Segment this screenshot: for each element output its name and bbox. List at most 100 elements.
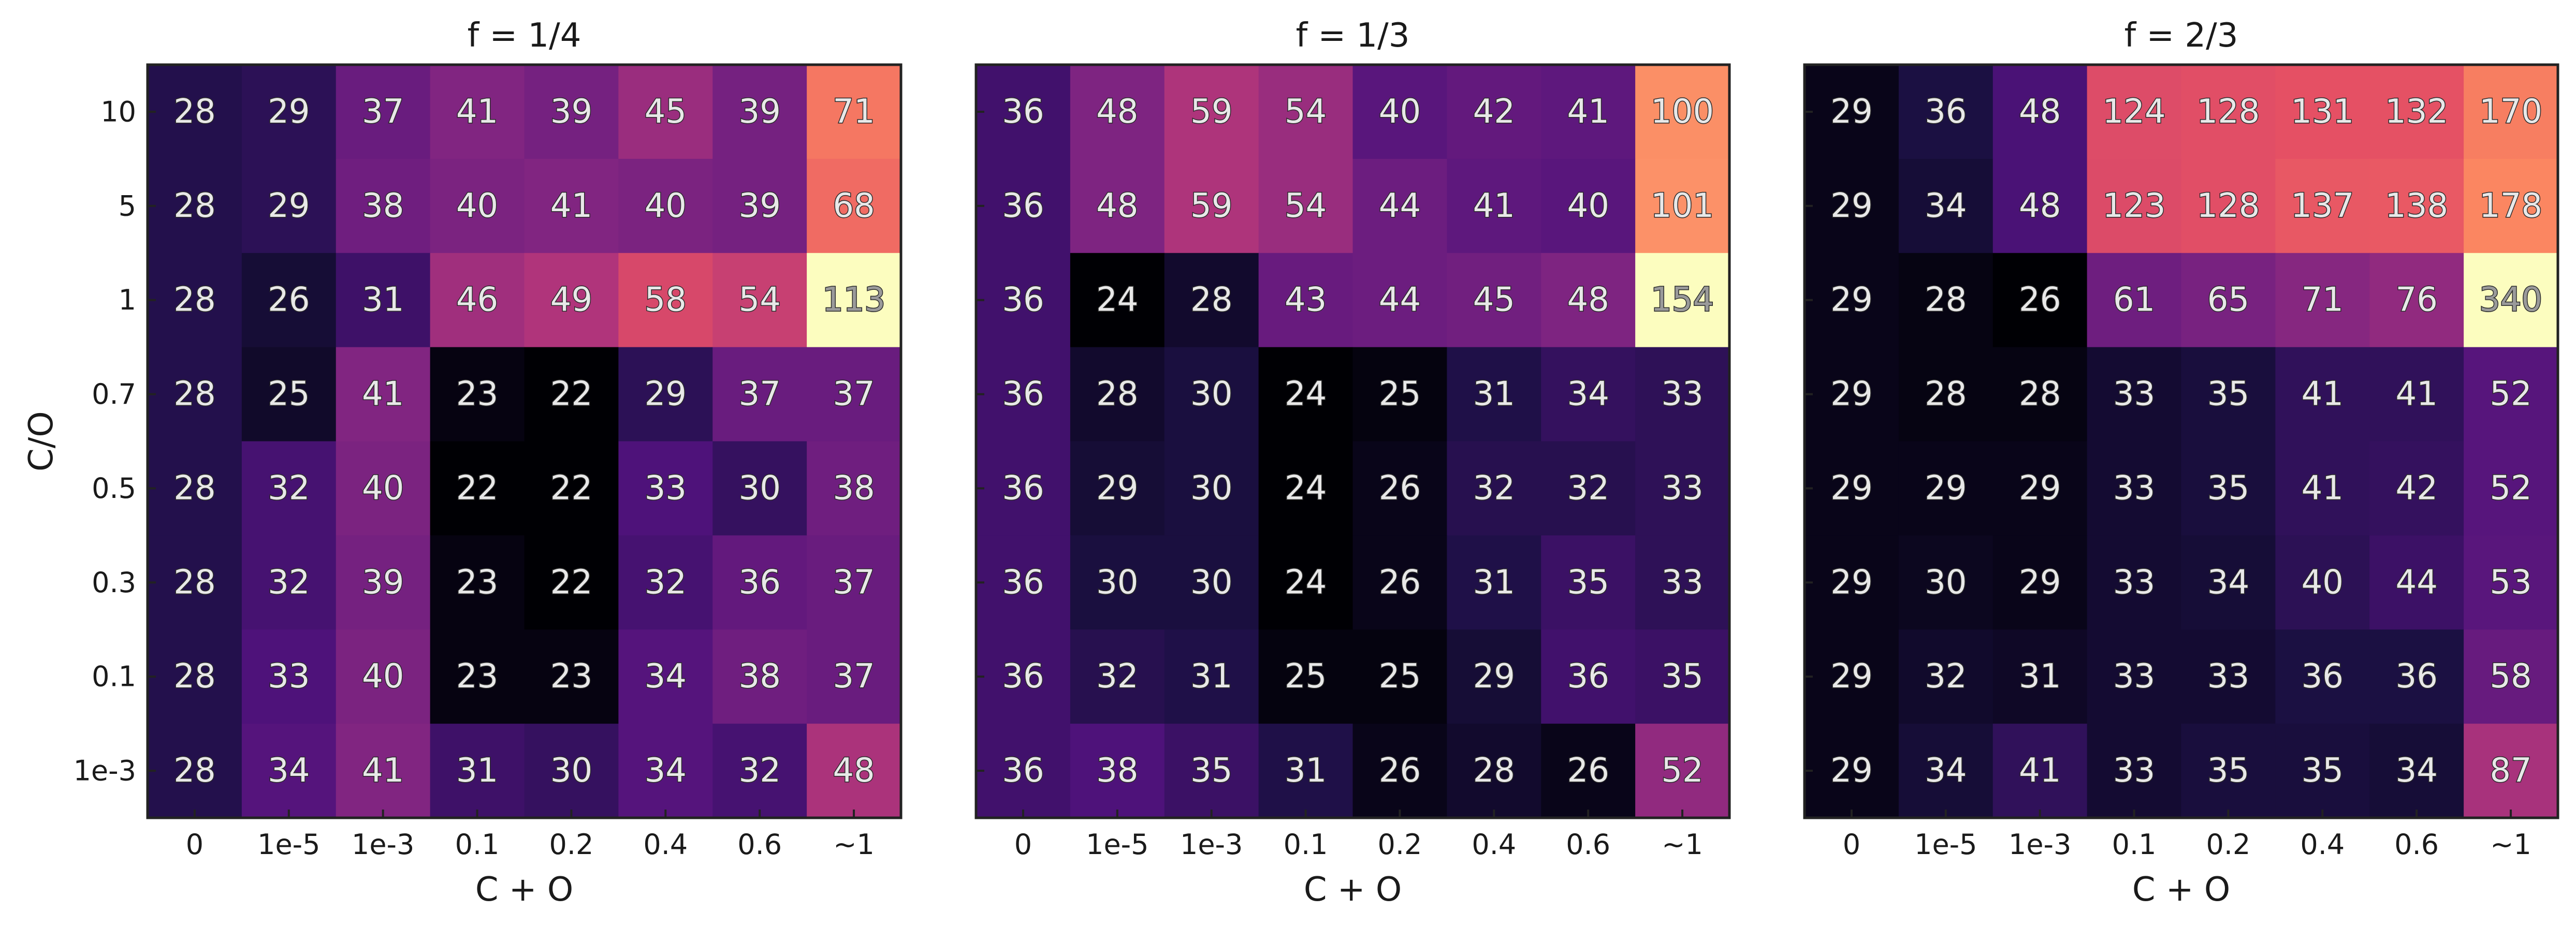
heatmap-cell xyxy=(1258,158,1354,254)
x-tick-label: ~1 xyxy=(2490,828,2531,861)
panel-frame xyxy=(1803,63,2559,819)
heatmap-cell xyxy=(618,158,713,254)
heatmap-cell xyxy=(976,441,1071,536)
heatmap-cell xyxy=(1541,535,1636,630)
cell-value-label: 29 xyxy=(1925,469,1967,507)
heatmap-cell xyxy=(241,441,337,536)
cell-value-label: 28 xyxy=(173,469,215,507)
cell-value-label: 34 xyxy=(2395,752,2437,790)
y-tick-label: 0.3 xyxy=(92,566,136,599)
cell-value-label: 26 xyxy=(1379,752,1421,790)
cell-value-label: 31 xyxy=(1473,375,1515,414)
heatmap-cell xyxy=(1164,347,1259,442)
cell-value-label: 71 xyxy=(2302,281,2344,319)
heatmap-cell xyxy=(1804,65,1899,159)
cell-value-label: 71 xyxy=(833,93,875,131)
heatmap-cell xyxy=(1898,158,1993,254)
y-tick-label: 0.7 xyxy=(92,378,136,410)
x-tick-label: 0.1 xyxy=(2112,828,2157,861)
heatmap-cell xyxy=(2275,441,2370,536)
heatmap-cell xyxy=(1898,629,1993,724)
cell-value-label: 29 xyxy=(2019,563,2061,601)
heatmap-cell xyxy=(712,629,807,724)
cell-value-label: 35 xyxy=(1567,563,1609,601)
y-axis-title: C/O xyxy=(22,411,61,472)
cell-value-label: 33 xyxy=(2113,375,2155,414)
cell-value-label: 36 xyxy=(1925,93,1967,131)
heatmap-cell xyxy=(1635,535,1730,630)
heatmap-cell xyxy=(2369,441,2464,536)
heatmap-cell xyxy=(1070,158,1165,254)
cell-value-label: 28 xyxy=(1925,375,1967,414)
heatmap-cell xyxy=(1164,65,1259,159)
cell-value-label: 178 xyxy=(2479,187,2542,225)
heatmap-cell xyxy=(1992,535,2088,630)
cell-value-label: 35 xyxy=(2207,469,2249,507)
panel-frame xyxy=(146,63,903,819)
cell-value-label: 33 xyxy=(645,469,687,507)
heatmap-cell xyxy=(2464,253,2558,348)
cell-value-label: 33 xyxy=(1661,563,1703,601)
cell-value-label: 29 xyxy=(268,187,310,225)
cell-value-label: 32 xyxy=(1096,657,1138,696)
heatmap-cell xyxy=(2275,535,2370,630)
x-tick-label: 1e-3 xyxy=(1180,828,1243,861)
heatmap-cell xyxy=(1070,347,1165,442)
heatmap-cell xyxy=(712,65,807,159)
heatmap-panel-3: 29 36 48 124 128 131 132 170 29 34 48 123 128 137 138 1… xyxy=(1803,17,2559,909)
cell-value-label: 30 xyxy=(1925,563,1967,601)
cell-value-label: 41 xyxy=(2302,469,2344,507)
heatmap-cell xyxy=(618,347,713,442)
cell-value-label: 33 xyxy=(2207,657,2249,696)
x-tick-label: 1e-3 xyxy=(2009,828,2071,861)
heatmap-cell xyxy=(712,441,807,536)
cell-value-label: 34 xyxy=(645,657,687,696)
cell-value-label: 24 xyxy=(1285,375,1327,414)
heatmap-cell xyxy=(241,253,337,348)
heatmap-cell xyxy=(1258,347,1354,442)
heatmap-cell xyxy=(976,347,1071,442)
heatmap-cell xyxy=(807,253,901,348)
heatmap-cell xyxy=(524,347,619,442)
heatmap-cell xyxy=(1258,441,1354,536)
heatmap-cell xyxy=(524,253,619,348)
cell-value-label: 36 xyxy=(1567,657,1609,696)
cell-value-label: 22 xyxy=(550,469,592,507)
heatmap-cell xyxy=(1804,347,1899,442)
cell-value-label: 32 xyxy=(1567,469,1609,507)
cell-value-label: 29 xyxy=(1830,281,1872,319)
heatmap-cell xyxy=(2275,347,2370,442)
heatmap-cell xyxy=(148,253,242,348)
cell-value-label: 39 xyxy=(550,93,592,131)
cell-value-label: 38 xyxy=(1096,752,1138,790)
cell-value-label: 31 xyxy=(1473,563,1515,601)
heatmap-cell xyxy=(807,65,901,159)
cell-value-label: 29 xyxy=(268,93,310,131)
heatmap-cell xyxy=(2181,724,2276,818)
y-tick-label: 1 xyxy=(119,284,136,316)
heatmap-cell xyxy=(1992,441,2088,536)
cell-value-label: 29 xyxy=(1830,93,1872,131)
cell-value-label: 41 xyxy=(550,187,592,225)
heatmap-cell xyxy=(1447,253,1541,348)
heatmap-cell xyxy=(712,158,807,254)
cell-value-label: 25 xyxy=(268,375,310,414)
cell-value-label: 131 xyxy=(2291,93,2354,131)
cell-value-label: 36 xyxy=(2302,657,2344,696)
cell-value-label: 29 xyxy=(1830,375,1872,414)
cell-value-label: 31 xyxy=(1285,752,1327,790)
cell-value-label: 43 xyxy=(1285,281,1327,319)
heatmap-cell xyxy=(1992,347,2088,442)
cell-value-label: 49 xyxy=(550,281,592,319)
cell-value-label: 37 xyxy=(362,93,404,131)
cell-value-label: 41 xyxy=(1567,93,1609,131)
cell-value-label: 41 xyxy=(456,93,498,131)
heatmap-cell xyxy=(712,253,807,348)
heatmap-cell xyxy=(1352,253,1447,348)
cell-value-label: 39 xyxy=(738,187,780,225)
cell-value-label: 31 xyxy=(1190,657,1232,696)
cell-value-label: 32 xyxy=(738,752,780,790)
heatmap-cell xyxy=(2275,158,2370,254)
cell-value-label: 35 xyxy=(1190,752,1232,790)
